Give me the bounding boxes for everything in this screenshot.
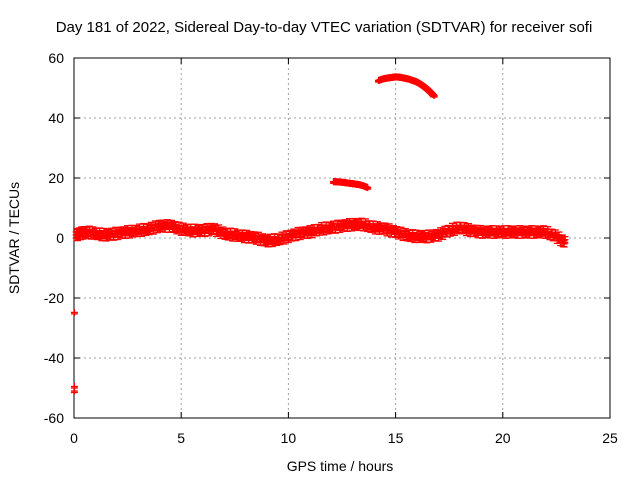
series-group [70,308,78,395]
y-tick-label: 60 [48,50,64,66]
data-point [70,308,78,316]
x-tick-label: 5 [177,430,185,446]
series-group [72,217,569,248]
data-point [464,222,472,231]
data-point [364,184,372,192]
y-tick-label: 20 [48,170,64,186]
data-point [430,92,438,99]
data-point [114,232,122,241]
y-tick-label: -40 [44,350,64,366]
x-tick-label: 10 [281,430,297,446]
series-group [374,73,438,99]
series-group [329,178,372,192]
data-point [427,235,435,243]
data-point [336,225,344,234]
x-tick-label: 0 [70,430,78,446]
axis-ticks: 0 5 10 15 20 25 60 40 20 0 -20 -40 -60 [44,50,618,446]
chart-title: Day 181 of 2022, Sidereal Day-to-day VTE… [56,19,593,36]
x-tick-label: 15 [388,430,404,446]
x-axis-label: GPS time / hours [287,458,394,474]
data-points [70,73,569,395]
data-point [231,228,239,236]
y-axis-label: SDTVAR / TECUs [6,182,22,294]
y-tick-label: 0 [56,230,64,246]
data-point [179,222,187,230]
y-tick-label: -20 [44,290,64,306]
data-point [561,236,569,244]
data-point [560,240,568,248]
data-point [215,224,223,232]
data-point [104,228,112,236]
y-tick-label: -60 [44,410,64,426]
x-tick-label: 20 [495,430,511,446]
data-point [296,232,304,241]
y-tick-label: 40 [48,110,64,126]
x-tick-label: 25 [602,430,618,446]
data-point [70,387,78,395]
data-point [461,224,469,232]
